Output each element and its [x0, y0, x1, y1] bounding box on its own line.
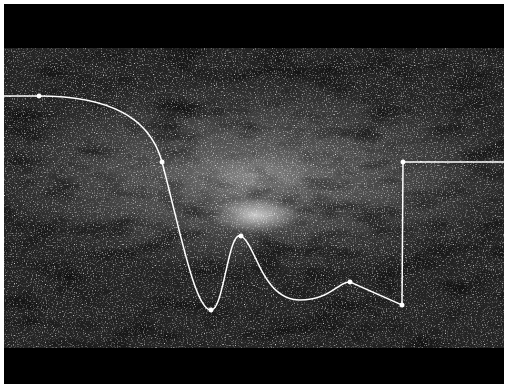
control-point[interactable]: [208, 307, 214, 313]
control-point[interactable]: [347, 279, 353, 285]
starfield-image: [4, 48, 504, 348]
control-point[interactable]: [36, 93, 42, 99]
stars: [4, 48, 504, 348]
control-point[interactable]: [238, 233, 244, 239]
control-points: [36, 93, 406, 313]
control-point[interactable]: [399, 302, 405, 308]
control-point[interactable]: [400, 159, 406, 165]
control-point[interactable]: [159, 159, 165, 165]
curve[interactable]: [4, 95, 508, 311]
